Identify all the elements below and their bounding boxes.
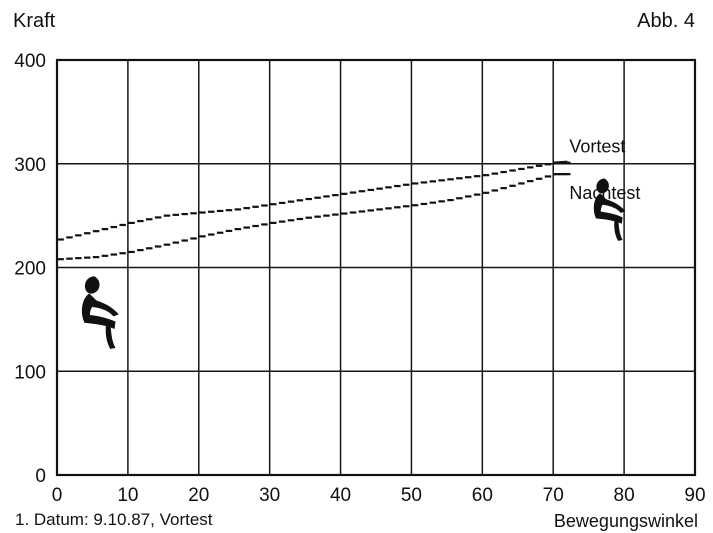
seated-figure-start-icon-part-0 xyxy=(84,276,100,294)
seated-figure-start-icon-part-3 xyxy=(105,322,116,349)
series-vortest xyxy=(57,161,571,241)
seated-figure-end-icon-part-3 xyxy=(614,218,623,241)
series-label-nachtest: Nachtest xyxy=(569,183,640,203)
seated-figure-start-icon-part-4 xyxy=(92,299,119,317)
plot-frame xyxy=(55,58,697,477)
chart-caption: 1. Datum: 9.10.87, Vortest xyxy=(15,510,213,529)
x-tick-label-0: 0 xyxy=(52,485,63,506)
x-tick-label-90: 90 xyxy=(684,485,705,506)
x-axis-title: Bewegungswinkel xyxy=(553,511,698,531)
y-tick-label-200: 200 xyxy=(14,259,46,280)
x-tick-label-20: 20 xyxy=(188,485,209,506)
y-tick-label-400: 400 xyxy=(14,51,46,72)
figure-label: Abb. 4 xyxy=(637,10,695,32)
grid-layer xyxy=(56,59,696,476)
x-tick-label-60: 60 xyxy=(472,485,493,506)
seated-figure-end-icon-part-2 xyxy=(595,211,623,224)
series-nachtest xyxy=(57,173,571,261)
y-axis-title: Kraft xyxy=(13,10,56,32)
series-label-vortest: Vortest xyxy=(569,137,625,157)
figure-icons xyxy=(81,178,626,349)
x-tick-label-30: 30 xyxy=(259,485,280,506)
y-tick-label-100: 100 xyxy=(14,362,46,383)
x-tick-label-80: 80 xyxy=(614,485,635,506)
x-tick-label-50: 50 xyxy=(401,485,422,506)
seated-figure-end-icon-part-4 xyxy=(602,198,626,213)
series-layer: Vortest Nachtest xyxy=(57,137,640,261)
axis-layer xyxy=(55,58,697,477)
seated-figure-start-icon xyxy=(81,276,119,349)
tick-labels: 0 10 20 30 40 50 60 70 80 90 0 100 200 300 400 xyxy=(14,51,705,506)
y-tick-label-300: 300 xyxy=(14,155,46,176)
seated-figure-end-icon xyxy=(593,178,626,241)
y-tick-label-0: 0 xyxy=(35,466,46,487)
series-end-tick-vortest xyxy=(553,160,568,164)
x-tick-label-70: 70 xyxy=(543,485,564,506)
x-tick-label-10: 10 xyxy=(117,485,138,506)
seated-figure-end-icon-part-0 xyxy=(596,178,609,194)
seated-figure-start-icon-part-2 xyxy=(84,314,116,330)
x-tick-label-40: 40 xyxy=(330,485,351,506)
